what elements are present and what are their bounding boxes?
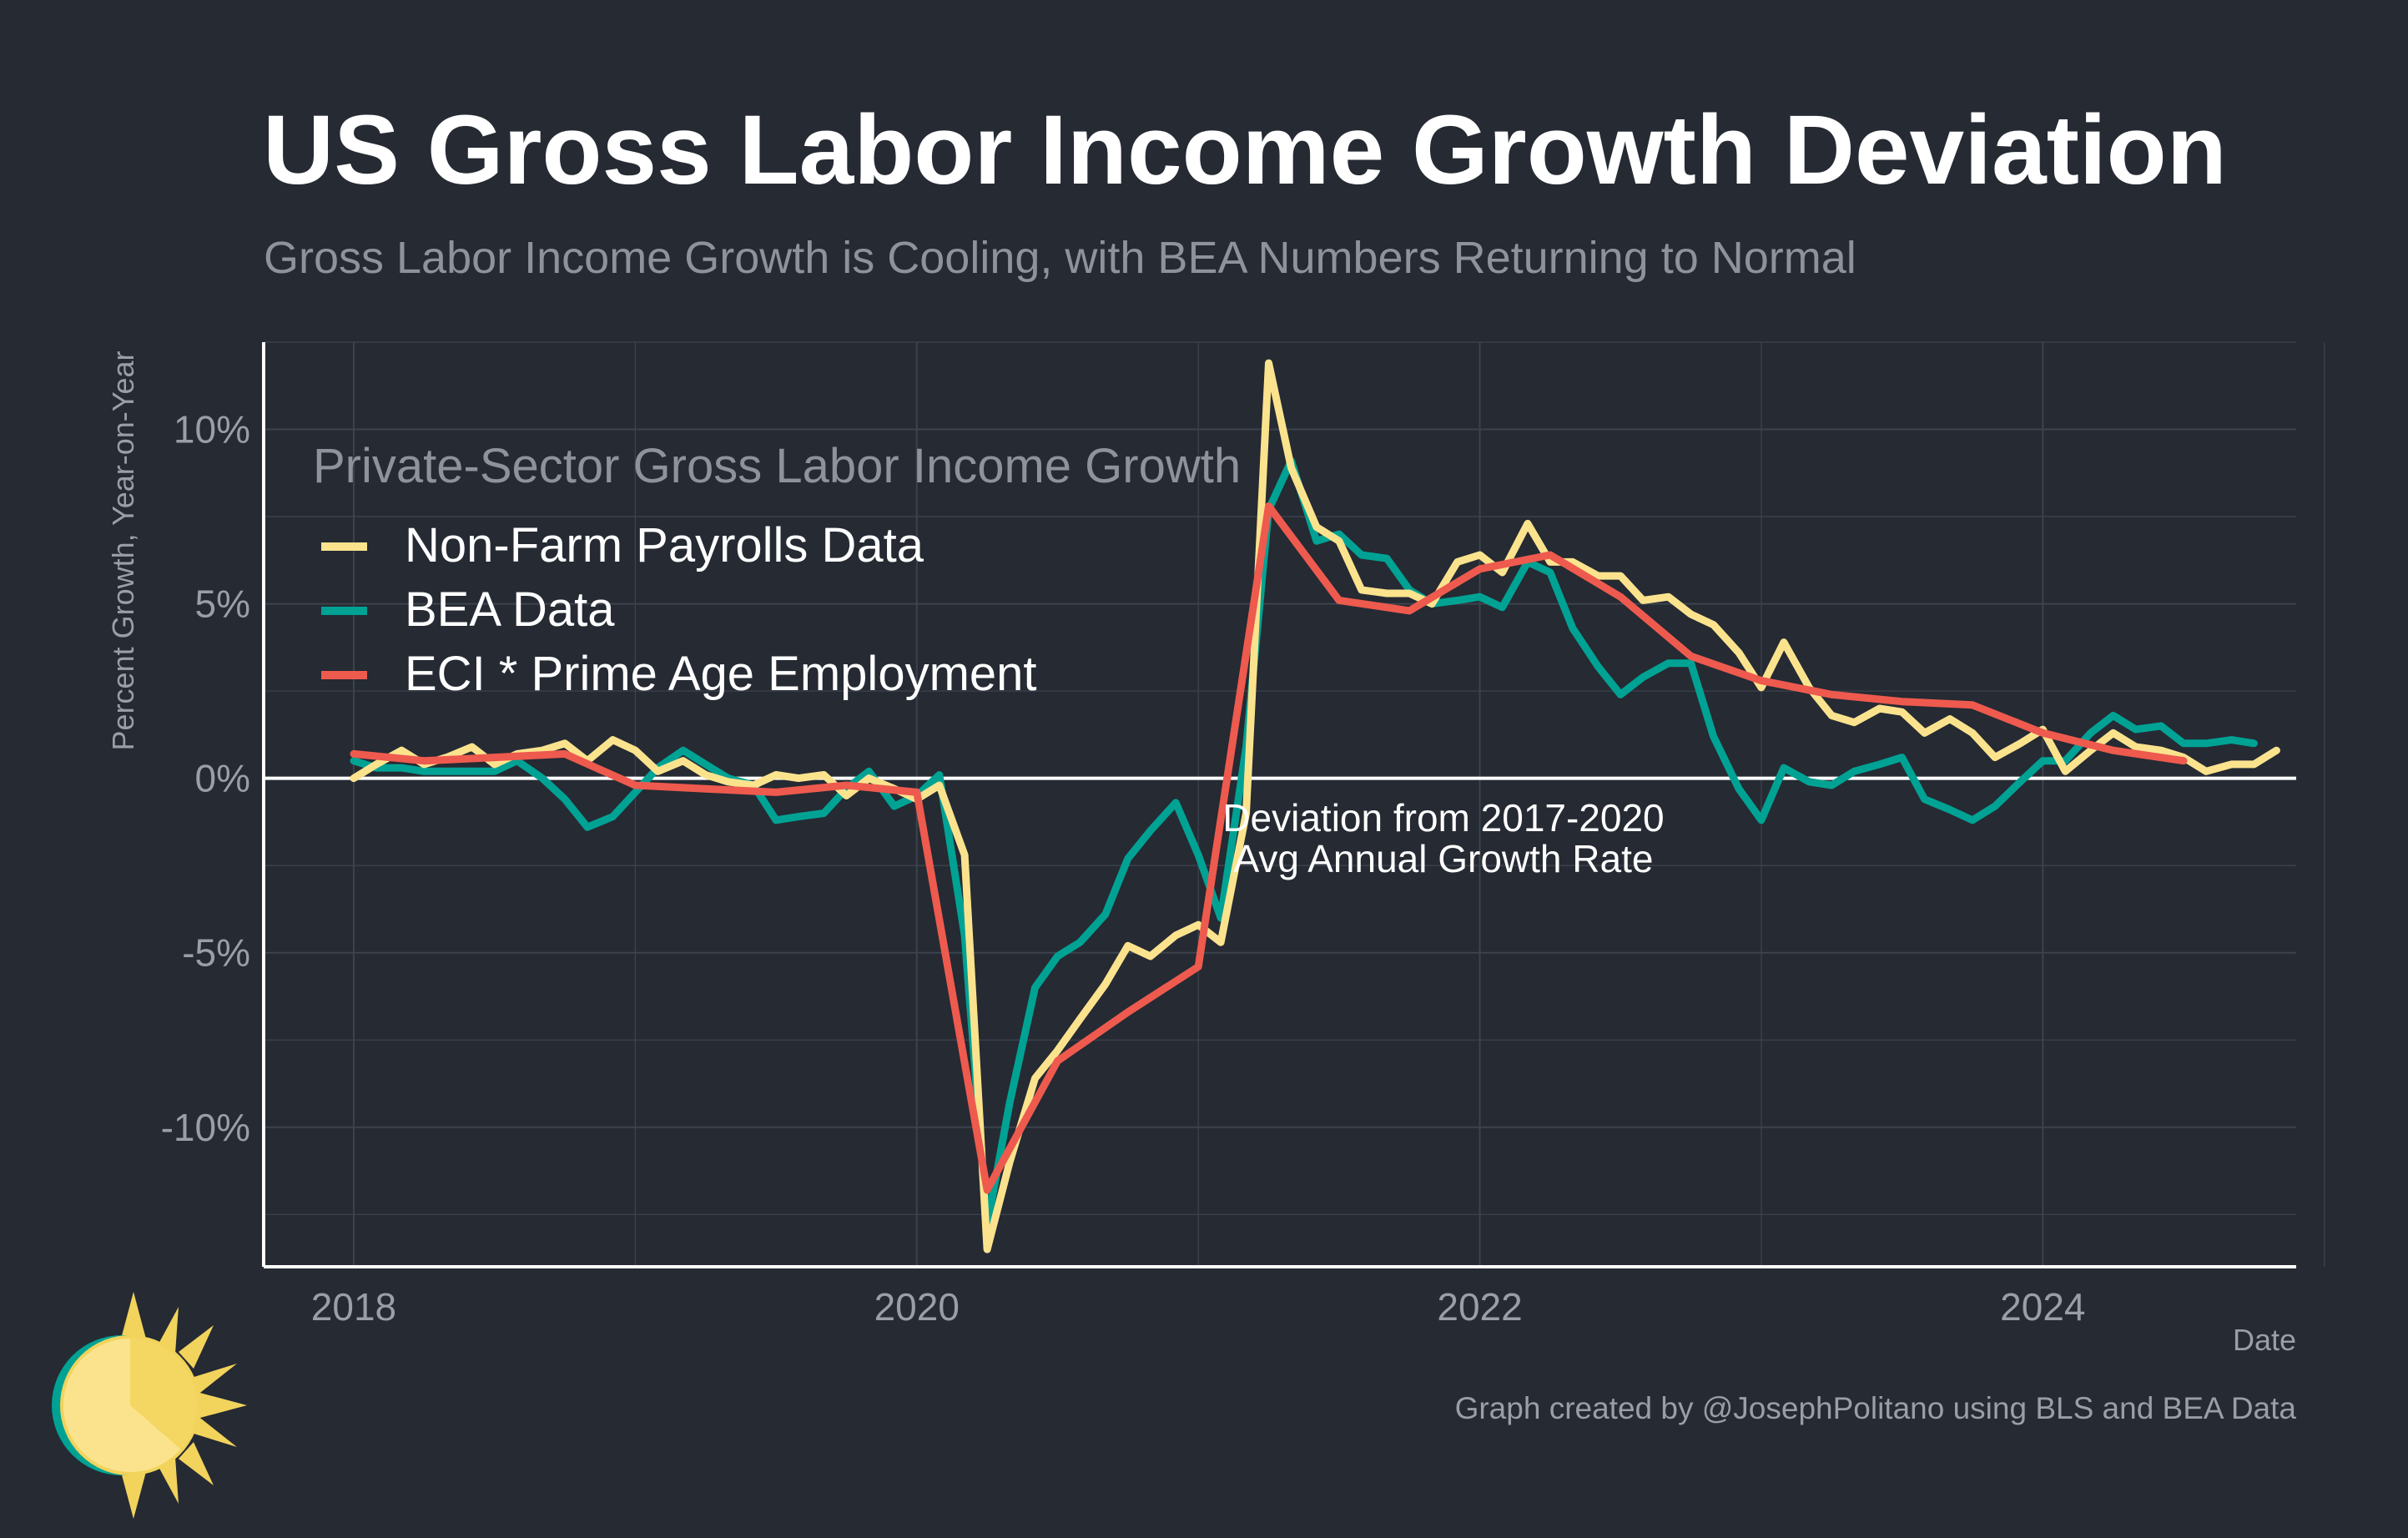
x-tick-label: 2020 (874, 1285, 960, 1329)
chart-subtitle: Gross Labor Income Growth is Cooling, wi… (264, 233, 1856, 283)
chart-title: US Gross Labor Income Growth Deviation (263, 95, 2227, 205)
zero-line-annotation: Deviation from 2017-2020 Avg Annual Grow… (1222, 796, 1664, 880)
annotation-line-1: Deviation from 2017-2020 (1222, 796, 1664, 840)
legend-items: Non-Farm Payrolls Data BEA Data ECI * Prim… (321, 518, 1037, 701)
x-tick-label: 2024 (2000, 1285, 2085, 1329)
chart-caption: Graph created by @JosephPolitano using B… (1455, 1391, 2297, 1425)
y-axis-title: Percent Growth, Year-on-Year (106, 351, 140, 751)
sun-logo-icon (52, 1292, 247, 1519)
y-tick-label: -10% (161, 1106, 250, 1149)
y-tick-label: 5% (195, 582, 250, 626)
y-tick-label: 0% (195, 757, 250, 800)
axes-layer (262, 342, 2296, 1268)
plot-area: 10% 5% 0% -5% -10% 2018 2020 2022 2024 (161, 341, 2325, 1329)
x-tick-label: 2018 (311, 1285, 396, 1329)
legend-title: Private-Sector Gross Labor Income Growth (313, 439, 1241, 493)
tick-labels: 10% 5% 0% -5% -10% 2018 2020 2022 2024 (161, 408, 2086, 1329)
legend-label: Non-Farm Payrolls Data (405, 518, 924, 572)
x-tick-label: 2022 (1437, 1285, 1522, 1329)
series-line-eci-prime-age-employment (350, 502, 2188, 1194)
legend: Private-Sector Gross Labor Income Growth… (313, 439, 1241, 701)
legend-label: BEA Data (405, 582, 615, 637)
series-line-non-farm-payrolls-data (350, 359, 2280, 1253)
y-tick-label: -5% (182, 931, 250, 975)
y-tick-label: 10% (174, 408, 250, 451)
series-layer (350, 359, 2280, 1253)
legend-label: ECI * Prime Age Employment (405, 647, 1037, 701)
x-axis-title: Date (2233, 1323, 2296, 1357)
annotation-line-2: Avg Annual Growth Rate (1234, 837, 1654, 880)
